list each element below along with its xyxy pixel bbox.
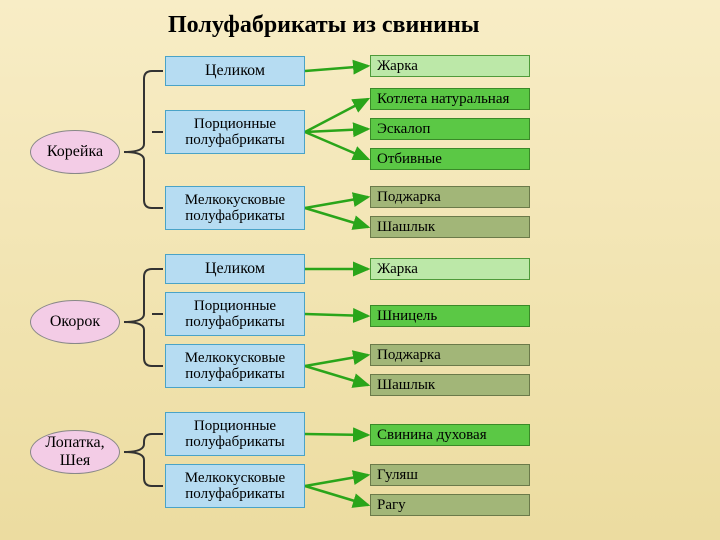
- mid-node: Мелкокусковые полуфабрикаты: [165, 186, 305, 230]
- leaf-node: Жарка: [370, 258, 530, 280]
- mid-node: Мелкокусковые полуфабрикаты: [165, 344, 305, 388]
- leaf-node: Поджарка: [370, 344, 530, 366]
- leaf-node: Жарка: [370, 55, 530, 77]
- mid-node: Порционные полуфабрикаты: [165, 110, 305, 154]
- diagram-title: Полуфабрикаты из свинины: [168, 12, 480, 39]
- leaf-node: Отбивные: [370, 148, 530, 170]
- leaf-node: Шницель: [370, 305, 530, 327]
- mid-node: Целиком: [165, 56, 305, 86]
- source-node: Окорок: [30, 300, 120, 344]
- leaf-node: Эскалоп: [370, 118, 530, 140]
- mid-node: Порционные полуфабрикаты: [165, 292, 305, 336]
- leaf-node: Поджарка: [370, 186, 530, 208]
- mid-node: Порционные полуфабрикаты: [165, 412, 305, 456]
- source-node: Корейка: [30, 130, 120, 174]
- source-node: Лопатка, Шея: [30, 430, 120, 474]
- leaf-node: Гуляш: [370, 464, 530, 486]
- leaf-node: Шашлык: [370, 374, 530, 396]
- mid-node: Целиком: [165, 254, 305, 284]
- leaf-node: Шашлык: [370, 216, 530, 238]
- mid-node: Мелкокусковые полуфабрикаты: [165, 464, 305, 508]
- leaf-node: Свинина духовая: [370, 424, 530, 446]
- leaf-node: Котлета натуральная: [370, 88, 530, 110]
- leaf-node: Рагу: [370, 494, 530, 516]
